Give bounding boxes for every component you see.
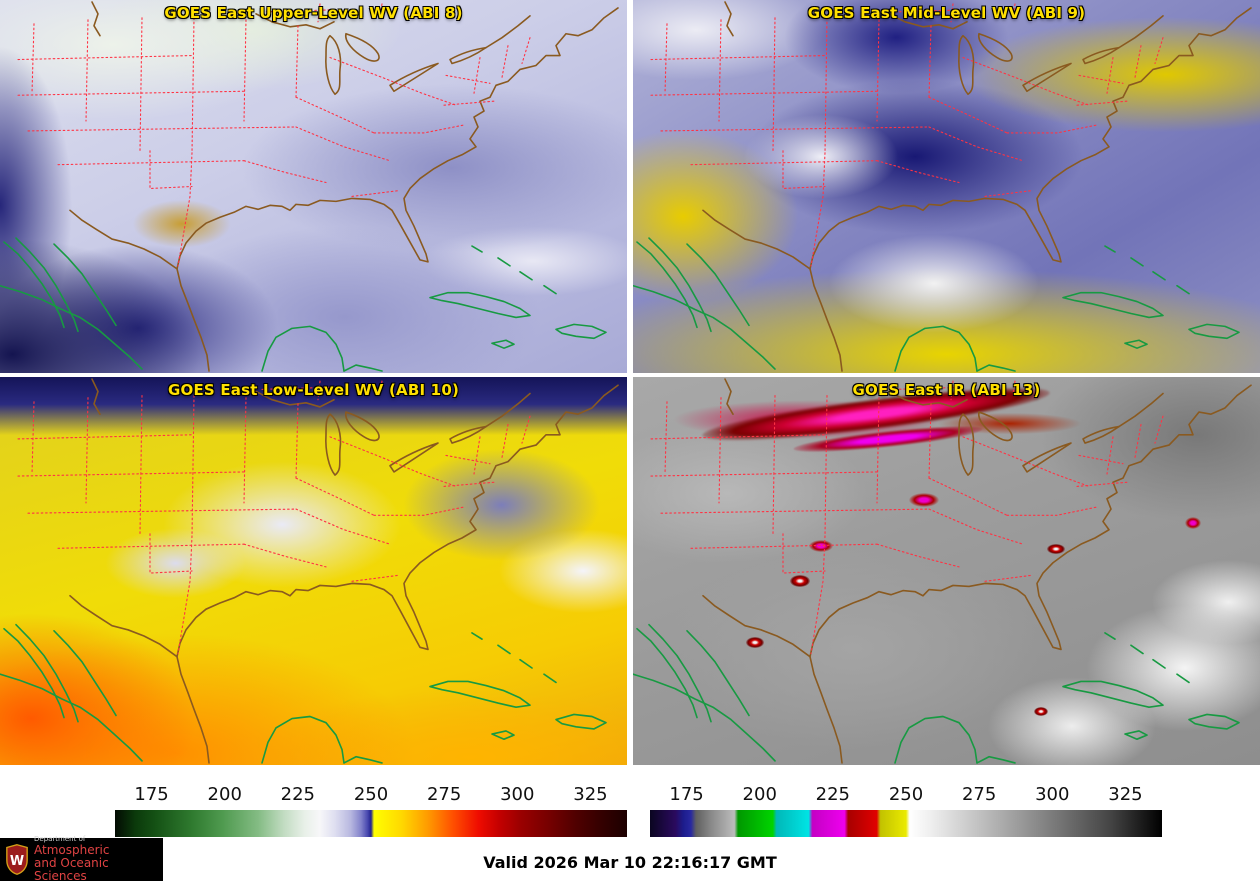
logo-dept-label: Department of — [34, 834, 86, 843]
uw-aos-logo: W Department of Atmospheric and Oceanic … — [0, 834, 163, 881]
uw-aos-logo-text: Department of Atmospheric and Oceanic Sc… — [34, 834, 158, 881]
panel-title: GOES East Low-Level WV (ABI 10) — [167, 381, 460, 399]
tick-label: 225 — [280, 784, 316, 805]
ir-storm-cell — [1184, 516, 1201, 529]
logo-line2: and Oceanic Sciences — [34, 855, 109, 881]
wv-colorbar: 175 200 225 250 275 300 325 — [115, 784, 627, 837]
wv-colorbar-gradient — [115, 810, 627, 837]
tick-label: 200 — [742, 784, 777, 805]
ir-storm-cell — [1034, 706, 1049, 716]
ir-storm-cell — [789, 574, 810, 587]
tick-label: 275 — [426, 784, 462, 805]
uw-crest-icon: W — [6, 844, 28, 875]
tick-label: 200 — [207, 784, 242, 805]
tick-label: 175 — [134, 784, 169, 805]
panel-title: GOES East IR (ABI 13) — [852, 381, 1041, 399]
ir-storm-cell — [908, 493, 939, 508]
ir-storm-cell — [745, 636, 764, 648]
tick-label: 250 — [888, 784, 924, 805]
tick-label: 175 — [669, 784, 704, 805]
panel-title: GOES East Upper-Level WV (ABI 8) — [164, 4, 463, 22]
map-overlay — [633, 378, 1252, 764]
logo-line1: Atmospheric — [34, 842, 110, 857]
ir-colorbar-ticks: 175 200 225 250 275 300 325 — [650, 784, 1162, 808]
panel-low-level-wv: GOES East Low-Level WV (ABI 10) — [0, 377, 627, 765]
wv-colorbar-ticks: 175 200 225 250 275 300 325 — [115, 784, 627, 808]
map-overlay — [633, 1, 1252, 372]
panel-ir: GOES East IR (ABI 13) — [633, 377, 1260, 765]
tick-label: 300 — [1035, 784, 1070, 805]
tick-label: 325 — [573, 784, 608, 805]
tick-label: 275 — [961, 784, 997, 805]
ir-storm-cell — [1046, 543, 1065, 554]
ir-storm-cell — [808, 539, 833, 552]
panel-upper-level-wv: GOES East Upper-Level WV (ABI 8) — [0, 0, 627, 373]
svg-text:W: W — [10, 854, 24, 869]
valid-time-text: Valid 2026 Mar 10 22:16:17 GMT — [483, 853, 777, 872]
map-overlay — [0, 1, 619, 372]
tick-label: 300 — [500, 784, 535, 805]
ir-colorbar: 175 200 225 250 275 300 325 — [650, 784, 1162, 837]
panel-mid-level-wv: GOES East Mid-Level WV (ABI 9) — [633, 0, 1260, 373]
ir-colorbar-gradient — [650, 810, 1162, 837]
panel-title: GOES East Mid-Level WV (ABI 9) — [807, 4, 1086, 22]
map-overlay — [0, 378, 619, 764]
tick-label: 325 — [1108, 784, 1143, 805]
tick-label: 250 — [353, 784, 389, 805]
tick-label: 225 — [815, 784, 851, 805]
